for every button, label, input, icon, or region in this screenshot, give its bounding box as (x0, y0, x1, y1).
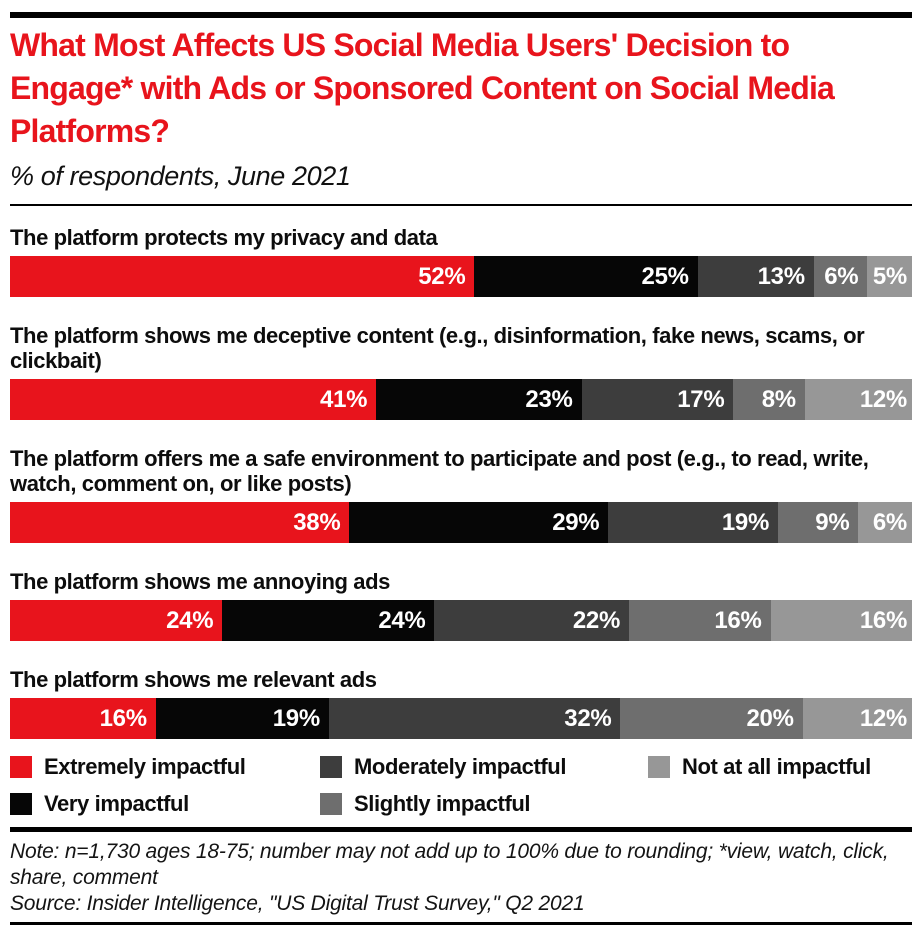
legend-label: Moderately impactful (354, 754, 567, 779)
bar-segment-value: 22% (572, 606, 621, 634)
bar-segment-value: 20% (746, 704, 794, 732)
bar-segment-value: 13% (757, 262, 805, 290)
bar-segment-value: 19% (272, 704, 320, 732)
bar-segment: 6% (813, 256, 868, 297)
bar-track: 16% 19% 32% 20% 12% (10, 698, 912, 739)
bar-track: 52% 25% 13% 6% 5% (10, 256, 912, 297)
bar-row: The platform protects my privacy and dat… (10, 225, 912, 297)
legend-item: Moderately impactful (320, 754, 648, 780)
bar-segment-value: 24% (378, 606, 426, 634)
bar-segment-value: 25% (641, 262, 689, 290)
bar-segment: 5% (867, 256, 912, 297)
footer-divider (10, 922, 912, 925)
chart-title: What Most Affects US Social Media Users'… (10, 27, 835, 149)
legend-swatch (320, 793, 342, 815)
legend: Extremely impactful Very impactful Moderat… (10, 754, 912, 817)
bar-row: The platform shows me annoying ads 24% 24%… (10, 569, 912, 641)
category-label: The platform shows me deceptive content … (10, 323, 865, 373)
bar-segment-value: 16% (859, 606, 907, 634)
bar-segment-value: 29% (552, 508, 600, 536)
bar-segment: 22% (434, 600, 630, 641)
legend-item: Very impactful (10, 791, 320, 817)
bar-segment-value: 38% (293, 508, 341, 536)
bar-row: The platform shows me deceptive content … (10, 323, 912, 420)
source-text: Source: Insider Intelligence, "US Digita… (10, 892, 585, 915)
category-label: The platform offers me a safe environmen… (10, 446, 869, 496)
bar-segment-value: 5% (872, 262, 907, 290)
bar-segment: 25% (474, 256, 698, 297)
top-rule (10, 12, 912, 18)
bar-segment: 24% (222, 600, 435, 641)
category-label: The platform shows me relevant ads (10, 667, 377, 692)
bar-segment-value: 16% (99, 704, 147, 732)
note-text: Note: n=1,730 ages 18-75; number may not… (10, 840, 889, 889)
chart-subtitle: % of respondents, June 2021 (10, 161, 351, 191)
bar-segment-value: 17% (677, 385, 725, 413)
bar-segment: 29% (349, 502, 609, 543)
bar-segment: 13% (697, 256, 814, 297)
bar-row: The platform shows me relevant ads 16% 19%… (10, 667, 912, 739)
bar-segment: 6% (858, 502, 912, 543)
bar-segment: 12% (802, 698, 912, 739)
bar-segment: 19% (155, 698, 329, 739)
bar-segment-value: 8% (761, 385, 796, 413)
legend-label: Not at all impactful (682, 754, 871, 779)
bar-segment: 9% (778, 502, 859, 543)
legend-item: Not at all impactful (648, 754, 912, 780)
category-label: The platform shows me annoying ads (10, 569, 391, 594)
bar-segment-value: 6% (872, 508, 907, 536)
bar-segment: 38% (10, 502, 350, 543)
legend-swatch (648, 756, 670, 778)
legend-label: Very impactful (44, 791, 189, 816)
bar-segment-value: 24% (166, 606, 214, 634)
bar-segment: 41% (10, 379, 377, 420)
bar-segment: 20% (620, 698, 803, 739)
bar-segment: 23% (376, 379, 582, 420)
bar-track: 41% 23% 17% 8% 12% (10, 379, 912, 420)
bar-row: The platform offers me a safe environmen… (10, 446, 912, 543)
legend-label: Extremely impactful (44, 754, 246, 779)
bar-track: 24% 24% 22% 16% 16% (10, 600, 912, 641)
legend-label: Slightly impactful (354, 791, 531, 816)
bar-segment-value: 9% (815, 508, 850, 536)
bar-segment-value: 16% (714, 606, 762, 634)
bar-segment-value: 6% (824, 262, 859, 290)
category-label: The platform protects my privacy and dat… (10, 225, 438, 250)
legend-item: Extremely impactful (10, 754, 320, 780)
bar-segment: 8% (733, 379, 805, 420)
bar-segment: 17% (581, 379, 734, 420)
bar-segment-value: 12% (859, 385, 907, 413)
bar-segment: 16% (10, 698, 156, 739)
bar-segment: 52% (10, 256, 475, 297)
bar-segment: 16% (629, 600, 771, 641)
bar-segment-value: 41% (320, 385, 368, 413)
stacked-bar-chart: The platform protects my privacy and dat… (10, 225, 912, 739)
notes-divider (10, 827, 912, 832)
bar-segment: 16% (770, 600, 912, 641)
legend-swatch (10, 756, 32, 778)
legend-item: Slightly impactful (320, 791, 648, 817)
header-divider (10, 204, 912, 206)
bar-segment-value: 32% (564, 704, 612, 732)
legend-swatch (320, 756, 342, 778)
bar-track: 38% 29% 19% 9% 6% (10, 502, 912, 543)
bar-segment: 24% (10, 600, 223, 641)
bar-segment-value: 52% (418, 262, 466, 290)
bar-segment: 32% (328, 698, 621, 739)
bar-segment-value: 23% (525, 385, 573, 413)
bar-segment-value: 12% (859, 704, 907, 732)
bar-segment-value: 19% (721, 508, 770, 536)
bar-segment: 19% (608, 502, 779, 543)
legend-swatch (10, 793, 32, 815)
bar-segment: 12% (804, 379, 912, 420)
